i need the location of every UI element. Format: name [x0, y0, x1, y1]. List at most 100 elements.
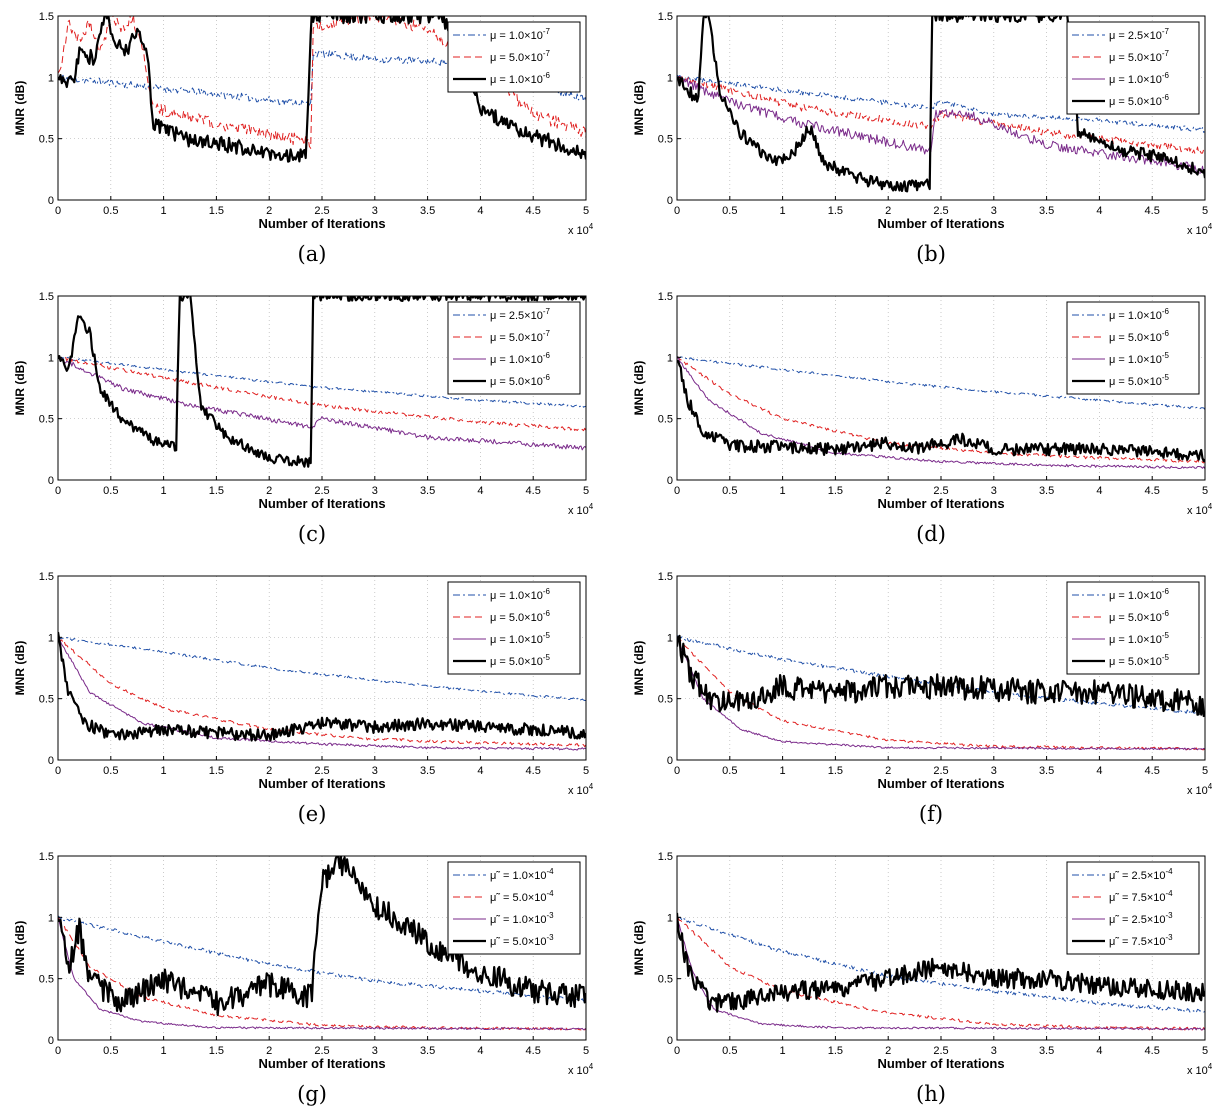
- x-tick-label: 5: [583, 1045, 589, 1057]
- series-lines: [58, 856, 586, 1031]
- x-axis-label: Number of Iterations: [258, 776, 385, 791]
- y-tick-label: 1: [667, 632, 673, 644]
- series-line: [58, 49, 586, 107]
- x-tick-label: 3: [372, 205, 378, 217]
- y-tick-label: 0: [48, 475, 54, 487]
- x-tick-label: 4: [1096, 485, 1102, 497]
- x-tick-label: 0: [674, 485, 680, 497]
- legend: μ = 1.0×10-6 μ = 5.0×10-6 μ = 1.0×10-5 μ = …: [1066, 581, 1200, 675]
- x-tick-label: 5: [1202, 1045, 1208, 1057]
- y-axis-label: MNR (dB): [632, 641, 646, 696]
- legend-entry: μ˜ = 7.5×10-3: [1109, 933, 1173, 948]
- y-tick-label: 0.5: [658, 694, 673, 706]
- panel-caption: (h): [916, 1082, 946, 1106]
- x-tick-label: 3.5: [1039, 1045, 1054, 1057]
- x-multiplier-label: x 104: [1187, 222, 1213, 237]
- x-tick-label: 2.5: [933, 485, 948, 497]
- x-tick-label: 4.5: [1145, 485, 1160, 497]
- legend-box: [447, 301, 581, 395]
- y-tick-label: 0.5: [39, 694, 54, 706]
- legend-entry: μ = 1.0×10-6: [1109, 587, 1169, 602]
- x-tick-label: 2.5: [933, 765, 948, 777]
- x-tick-label: 2: [266, 765, 272, 777]
- x-tick-label: 0: [674, 1045, 680, 1057]
- x-tick-label: 2: [885, 1045, 891, 1057]
- legend-box: [1066, 861, 1200, 955]
- x-tick-label: 0: [55, 765, 61, 777]
- series-lines: [677, 912, 1205, 1031]
- x-tick-label: 0.5: [103, 765, 118, 777]
- x-tick-label: 4.5: [1145, 205, 1160, 217]
- series-lines: [58, 16, 586, 163]
- series-lines: [677, 634, 1205, 751]
- legend-entry: μ = 1.0×10-7: [490, 27, 550, 42]
- series-line: [677, 74, 1205, 133]
- x-tick-label: 0.5: [722, 1045, 737, 1057]
- x-tick-label: 4.5: [526, 205, 541, 217]
- series-line: [677, 916, 1205, 1031]
- legend-entry: μ˜ = 5.0×10-3: [490, 933, 554, 948]
- x-tick-label: 1: [161, 1045, 167, 1057]
- legend-entry: μ = 1.0×10-5: [1109, 631, 1169, 646]
- x-tick-label: 0.5: [722, 205, 737, 217]
- x-tick-label: 0: [55, 485, 61, 497]
- chart-panel-d: 0 0.5 1 1.5 2 2.5 3 3.5 4 4.5 5 0 0.5 1 1.5 Number of I…: [632, 291, 1213, 546]
- x-tick-label: 0.5: [722, 485, 737, 497]
- chart-panel-a: 0 0.5 1 1.5 2 2.5 3 3.5 4 4.5 5 0 0.5 1 1.5 Number of I…: [13, 11, 594, 266]
- panel-caption: (g): [297, 1082, 327, 1106]
- x-axis-label: Number of Iterations: [877, 496, 1004, 511]
- legend-entry: μ = 5.0×10-6: [1109, 329, 1169, 344]
- legend-entry: μ = 5.0×10-6: [1109, 93, 1169, 108]
- series-line: [677, 635, 1205, 751]
- y-tick-label: 0.5: [658, 974, 673, 986]
- x-tick-label: 3: [991, 1045, 997, 1057]
- chart-panel-h: 0 0.5 1 1.5 2 2.5 3 3.5 4 4.5 5 0 0.5 1 1.5 Number of I…: [632, 851, 1213, 1106]
- legend: μ = 2.5×10-7 μ = 5.0×10-7 μ = 1.0×10-6 μ = …: [447, 301, 581, 395]
- x-tick-label: 2.5: [314, 205, 329, 217]
- x-tick-label: 3: [991, 205, 997, 217]
- x-tick-label: 2: [266, 205, 272, 217]
- y-axis-label: MNR (dB): [13, 81, 27, 136]
- x-tick-label: 0: [55, 205, 61, 217]
- y-tick-label: 0.5: [39, 134, 54, 146]
- panel-caption: (e): [298, 802, 327, 826]
- x-tick-label: 1: [780, 765, 786, 777]
- y-tick-label: 1: [667, 912, 673, 924]
- series-line: [677, 912, 1205, 1013]
- x-tick-label: 1.5: [209, 205, 224, 217]
- y-tick-label: 1.5: [658, 291, 673, 303]
- series-line: [677, 359, 1205, 463]
- x-tick-label: 0.5: [103, 1045, 118, 1057]
- x-tick-label: 1.5: [209, 1045, 224, 1057]
- series-line: [58, 856, 586, 1017]
- x-tick-label: 1: [780, 1045, 786, 1057]
- x-tick-label: 3.5: [1039, 205, 1054, 217]
- legend-entry: μ = 5.0×10-5: [1109, 653, 1169, 668]
- legend-entry: μ = 5.0×10-7: [1109, 49, 1169, 64]
- legend-entry: μ = 1.0×10-6: [1109, 307, 1169, 322]
- x-multiplier-label: x 104: [1187, 782, 1213, 797]
- panel-caption: (f): [919, 802, 943, 826]
- series-line: [58, 16, 586, 163]
- y-tick-label: 0.5: [658, 134, 673, 146]
- x-tick-label: 4: [477, 1045, 483, 1057]
- x-tick-label: 3.5: [420, 1045, 435, 1057]
- x-multiplier-label: x 104: [568, 222, 594, 237]
- chart-panel-f: 0 0.5 1 1.5 2 2.5 3 3.5 4 4.5 5 0 0.5 1 1.5 Number of I…: [632, 571, 1213, 826]
- series-line: [58, 638, 586, 748]
- x-tick-label: 4: [1096, 765, 1102, 777]
- series-lines: [58, 631, 586, 751]
- y-tick-label: 1: [667, 352, 673, 364]
- x-axis-label: Number of Iterations: [877, 216, 1004, 231]
- x-tick-label: 3: [991, 485, 997, 497]
- x-tick-label: 3.5: [420, 205, 435, 217]
- x-tick-label: 2.5: [933, 1045, 948, 1057]
- series-line: [58, 637, 586, 751]
- x-tick-label: 2.5: [314, 1045, 329, 1057]
- x-multiplier-label: x 104: [568, 1062, 594, 1077]
- series-lines: [58, 296, 586, 468]
- x-tick-label: 5: [1202, 205, 1208, 217]
- series-line: [677, 355, 1205, 410]
- x-tick-label: 4.5: [1145, 765, 1160, 777]
